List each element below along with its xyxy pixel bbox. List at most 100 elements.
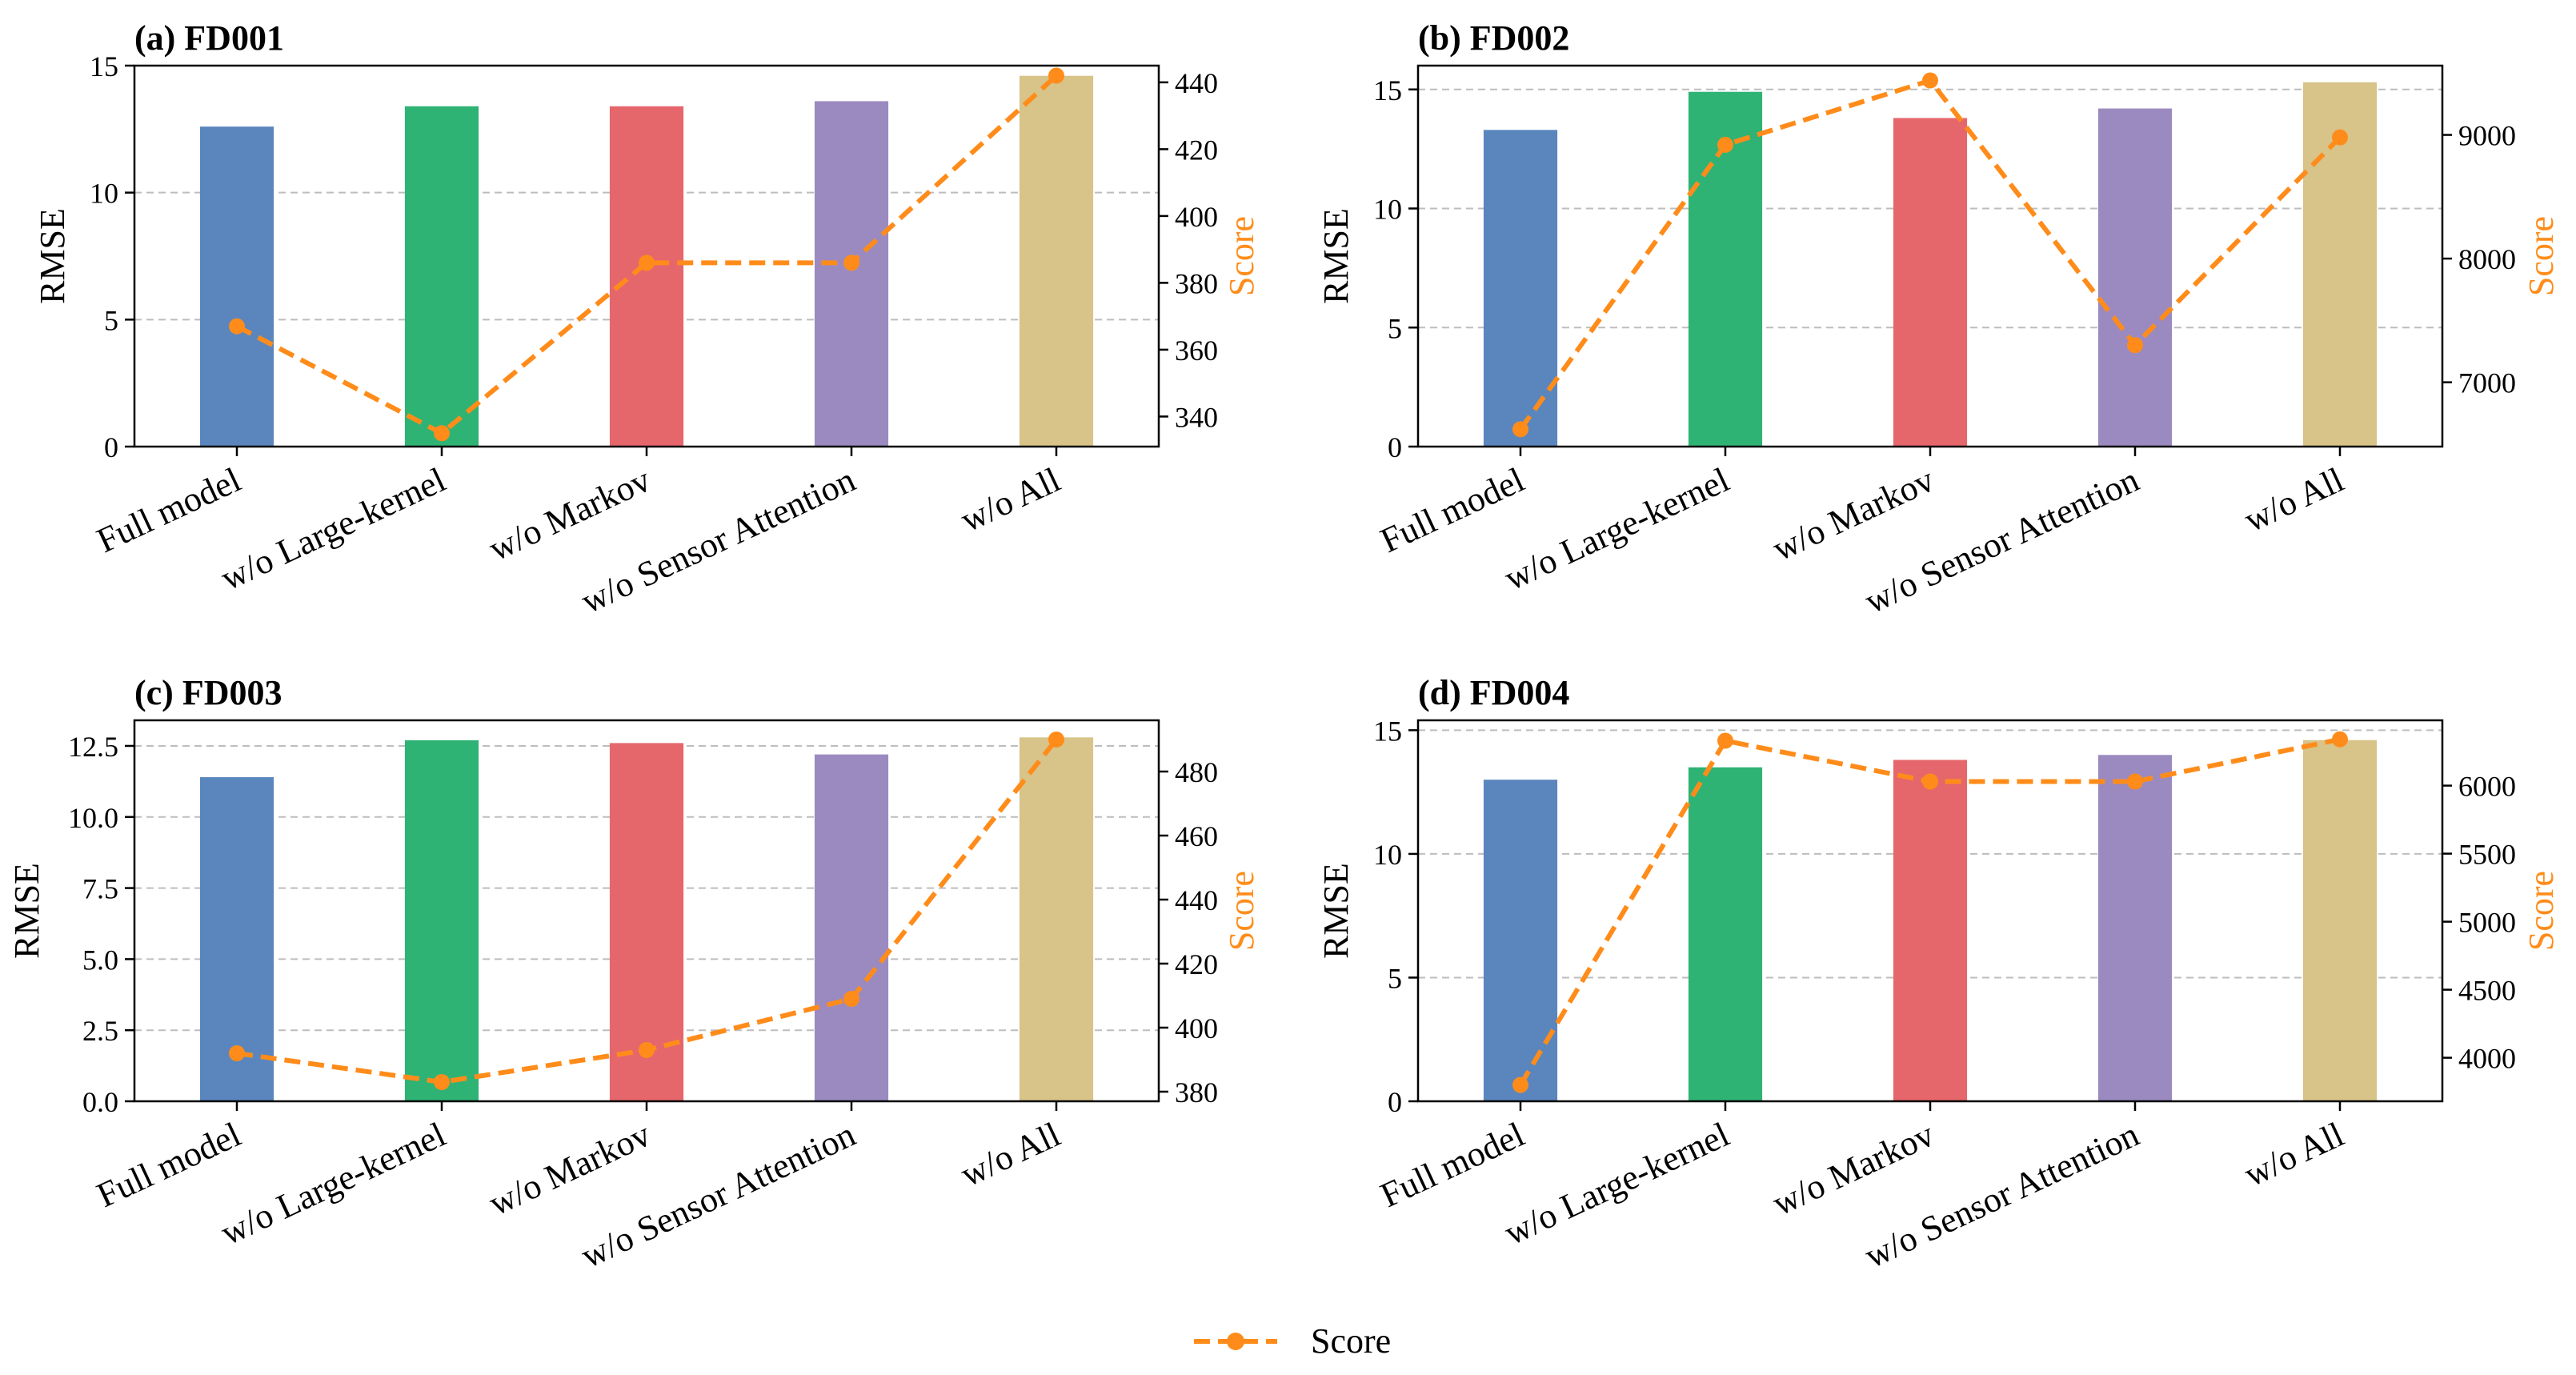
y2-axis-label: Score [2522,871,2561,951]
y-axis-label: RMSE [1316,863,1356,959]
legend-label: Score [1311,1321,1391,1361]
score-point [1717,136,1733,153]
x-tick-label: w/o Markov [483,1115,656,1224]
y2-tick-label: 6000 [2458,771,2516,803]
x-tick-label: w/o Large-kernel [1499,460,1736,599]
y-tick-label: 10.0 [68,802,118,834]
score-point [229,318,245,335]
rmse-bar [1483,780,1558,1101]
x-tick-label: w/o All [2238,460,2350,540]
y-tick-label: 0 [1388,431,1402,463]
y2-tick-label: 8000 [2458,243,2516,275]
y2-tick-label: 400 [1175,201,1218,233]
x-tick-label: w/o Large-kernel [215,1115,452,1253]
y-tick-label: 2.5 [82,1015,118,1047]
y-tick-label: 15 [90,50,118,82]
y-tick-label: 10 [90,178,118,210]
y2-tick-label: 4000 [2458,1043,2516,1075]
y-axis-label: RMSE [7,863,46,959]
score-point [843,991,859,1007]
y-tick-label: 15 [1373,715,1402,747]
y2-tick-label: 4500 [2458,975,2516,1007]
score-point [843,255,859,271]
y-tick-label: 5 [1388,962,1402,994]
score-point [1512,1076,1528,1093]
x-tick-label: w/o Markov [483,460,656,569]
x-tick-label: w/o Large-kernel [215,460,452,599]
y2-axis-label: Score [1222,871,1261,951]
y2-tick-label: 420 [1175,948,1218,980]
y-tick-label: 0 [1388,1086,1402,1118]
chart-panel-3: 0.0 2.5 5.0 7.5 10.0 12.5 380 400 420 440 460 480 Fu… [7,673,1261,1276]
rmse-bar [609,106,684,447]
rmse-bar [404,106,479,447]
score-line [235,74,1059,436]
y2-tick-label: 5000 [2458,907,2516,939]
panel-title: (b) FD002 [1418,18,1569,58]
score-point [2332,129,2348,146]
rmse-bar [2097,755,2173,1101]
y2-axis-label: Score [1222,216,1261,296]
y-tick-label: 10 [1373,194,1402,226]
score-point [1922,773,1938,790]
rmse-bar [1688,767,1763,1101]
panel-title: (c) FD003 [134,673,282,712]
y2-tick-label: 440 [1175,67,1218,99]
x-tick-label: w/o Markov [1766,1115,1940,1224]
score-point [229,1045,245,1061]
score-point [1048,732,1064,748]
y2-tick-label: 420 [1175,134,1218,166]
y-tick-label: 7.5 [82,873,118,905]
x-tick-label: w/o All [955,1115,1066,1195]
rmse-bar [814,101,889,447]
rmse-bar [404,740,479,1101]
y-tick-label: 10 [1373,839,1402,871]
rmse-bar [1893,760,1968,1101]
y-tick-label: 5.0 [82,944,118,976]
y-tick-label: 15 [1373,74,1402,106]
y2-tick-label: 340 [1175,401,1218,433]
x-tick-label: Full model [91,1115,247,1216]
x-tick-label: Full model [1375,460,1531,561]
y2-tick-label: 480 [1175,756,1218,788]
y2-tick-label: 360 [1175,335,1218,367]
x-tick-label: w/o Markov [1766,460,1940,569]
score-point [434,1074,450,1090]
rmse-bar [1483,130,1558,447]
x-tick-label: w/o All [955,460,1066,540]
rmse-bar [1019,75,1094,447]
y2-tick-label: 5500 [2458,839,2516,871]
score-point [639,1042,655,1058]
y-axis-label: RMSE [33,208,72,304]
legend: Score [1194,1321,1391,1361]
score-point [1717,732,1733,749]
score-point [639,255,655,271]
y2-tick-label: 440 [1175,884,1218,916]
y2-tick-label: 380 [1175,267,1218,299]
score-point [2127,337,2143,354]
legend-marker-icon [1227,1333,1244,1350]
x-tick-label: w/o Large-kernel [1499,1115,1736,1253]
y2-axis-label: Score [2522,216,2561,296]
panel-title: (d) FD004 [1418,673,1569,712]
rmse-bar [2302,740,2378,1101]
score-point [1922,72,1938,89]
score-point [434,425,450,442]
rmse-bar [2097,108,2173,447]
y-axis-label: RMSE [1316,208,1356,304]
rmse-bar [1019,737,1094,1101]
x-tick-label: Full model [91,460,247,561]
y2-tick-label: 460 [1175,820,1218,852]
y2-tick-label: 400 [1175,1012,1218,1044]
score-point [1512,421,1528,438]
y2-tick-label: 7000 [2458,367,2516,399]
y2-tick-label: 380 [1175,1076,1218,1108]
rmse-bar [1893,118,1968,447]
score-point [2332,731,2348,748]
rmse-bar [814,754,889,1101]
y-tick-label: 12.5 [68,731,118,763]
